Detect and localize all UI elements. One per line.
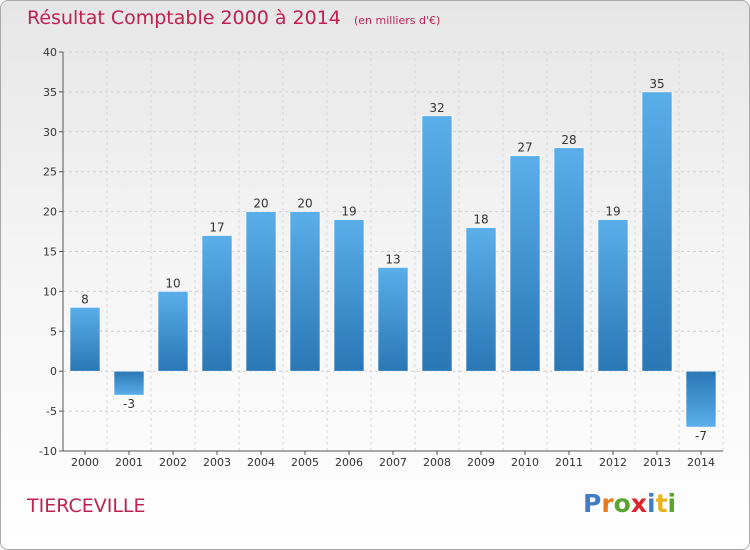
logo-letter: i bbox=[667, 489, 677, 518]
chart-title: Résultat Comptable 2000 à 2014 (en milli… bbox=[27, 7, 440, 29]
bar-2012 bbox=[597, 219, 629, 372]
y-tick-label: -5 bbox=[46, 405, 57, 418]
y-tick-label: 35 bbox=[43, 86, 57, 99]
bar-2007 bbox=[377, 267, 409, 372]
logo-letter: r bbox=[601, 489, 614, 518]
x-tick-label: 2004 bbox=[247, 456, 275, 469]
x-tick-label: 2000 bbox=[71, 456, 99, 469]
x-tick-label: 2007 bbox=[379, 456, 407, 469]
value-label: 13 bbox=[385, 252, 400, 266]
bar-2009 bbox=[465, 227, 497, 372]
bar-2004 bbox=[245, 211, 277, 372]
chart-title-unit: (en milliers d'€) bbox=[353, 14, 441, 27]
value-label: -7 bbox=[695, 429, 707, 443]
y-tick-label: 0 bbox=[50, 365, 57, 378]
logo-letter: t bbox=[655, 489, 668, 518]
logo-letter: P bbox=[583, 489, 602, 518]
axes: -10 -5 0 5 10 15 20 25 30 35 40 2000 2001 2002 2003 200… bbox=[39, 46, 723, 469]
value-label: 17 bbox=[209, 221, 224, 235]
bar-2010 bbox=[509, 155, 541, 372]
x-tick-label: 2010 bbox=[511, 456, 539, 469]
bar-2005 bbox=[289, 211, 321, 372]
value-label: 35 bbox=[649, 77, 664, 91]
value-label: 19 bbox=[605, 205, 620, 219]
bar-2013 bbox=[641, 91, 673, 372]
bar-2002 bbox=[157, 291, 189, 372]
bars bbox=[69, 91, 717, 428]
bar-2006 bbox=[333, 219, 365, 372]
value-label: -3 bbox=[123, 397, 135, 411]
y-tick-label: 40 bbox=[43, 46, 57, 59]
x-tick-label: 2001 bbox=[115, 456, 143, 469]
logo-letter: i bbox=[647, 489, 656, 518]
y-tick-label: 25 bbox=[43, 166, 57, 179]
bar-2001 bbox=[113, 370, 145, 396]
logo-letter: x bbox=[630, 489, 647, 518]
x-tick-label: 2002 bbox=[159, 456, 187, 469]
x-tick-label: 2006 bbox=[335, 456, 363, 469]
value-labels: 8 -3 10 17 20 20 19 13 32 18 27 28 19 35 -7 bbox=[81, 77, 707, 443]
bar-2003 bbox=[201, 235, 233, 372]
value-label: 19 bbox=[341, 205, 356, 219]
value-label: 20 bbox=[253, 197, 268, 211]
x-tick-label: 2005 bbox=[291, 456, 319, 469]
bar-2008 bbox=[421, 115, 453, 372]
x-tick-label: 2011 bbox=[555, 456, 583, 469]
value-label: 10 bbox=[165, 276, 180, 290]
value-label: 8 bbox=[81, 292, 89, 306]
value-label: 20 bbox=[297, 197, 312, 211]
x-tick-label: 2013 bbox=[643, 456, 671, 469]
y-tick-label: 30 bbox=[43, 126, 57, 139]
y-tick-label: 10 bbox=[43, 285, 57, 298]
bar-2014 bbox=[685, 370, 717, 428]
y-tick-label: 15 bbox=[43, 246, 57, 259]
bar-2000 bbox=[69, 307, 101, 372]
proxiti-logo[interactable]: Proxiti bbox=[583, 489, 676, 518]
x-tick-label: 2012 bbox=[599, 456, 627, 469]
commune-name: TIERCEVILLE bbox=[27, 495, 146, 517]
chart-title-main: Résultat Comptable 2000 à 2014 bbox=[27, 7, 341, 29]
value-label: 32 bbox=[429, 101, 444, 115]
y-tick-label: 5 bbox=[50, 325, 57, 338]
bar-2011 bbox=[553, 147, 585, 372]
logo-letter: o bbox=[613, 489, 631, 518]
x-tick-label: 2003 bbox=[203, 456, 231, 469]
y-tick-label: -10 bbox=[39, 445, 57, 458]
x-tick-label: 2014 bbox=[687, 456, 715, 469]
y-tick-label: 20 bbox=[43, 206, 57, 219]
x-tick-label: 2008 bbox=[423, 456, 451, 469]
value-label: 28 bbox=[561, 133, 576, 147]
value-label: 27 bbox=[517, 141, 532, 155]
value-label: 18 bbox=[473, 213, 488, 227]
x-tick-label: 2009 bbox=[467, 456, 495, 469]
